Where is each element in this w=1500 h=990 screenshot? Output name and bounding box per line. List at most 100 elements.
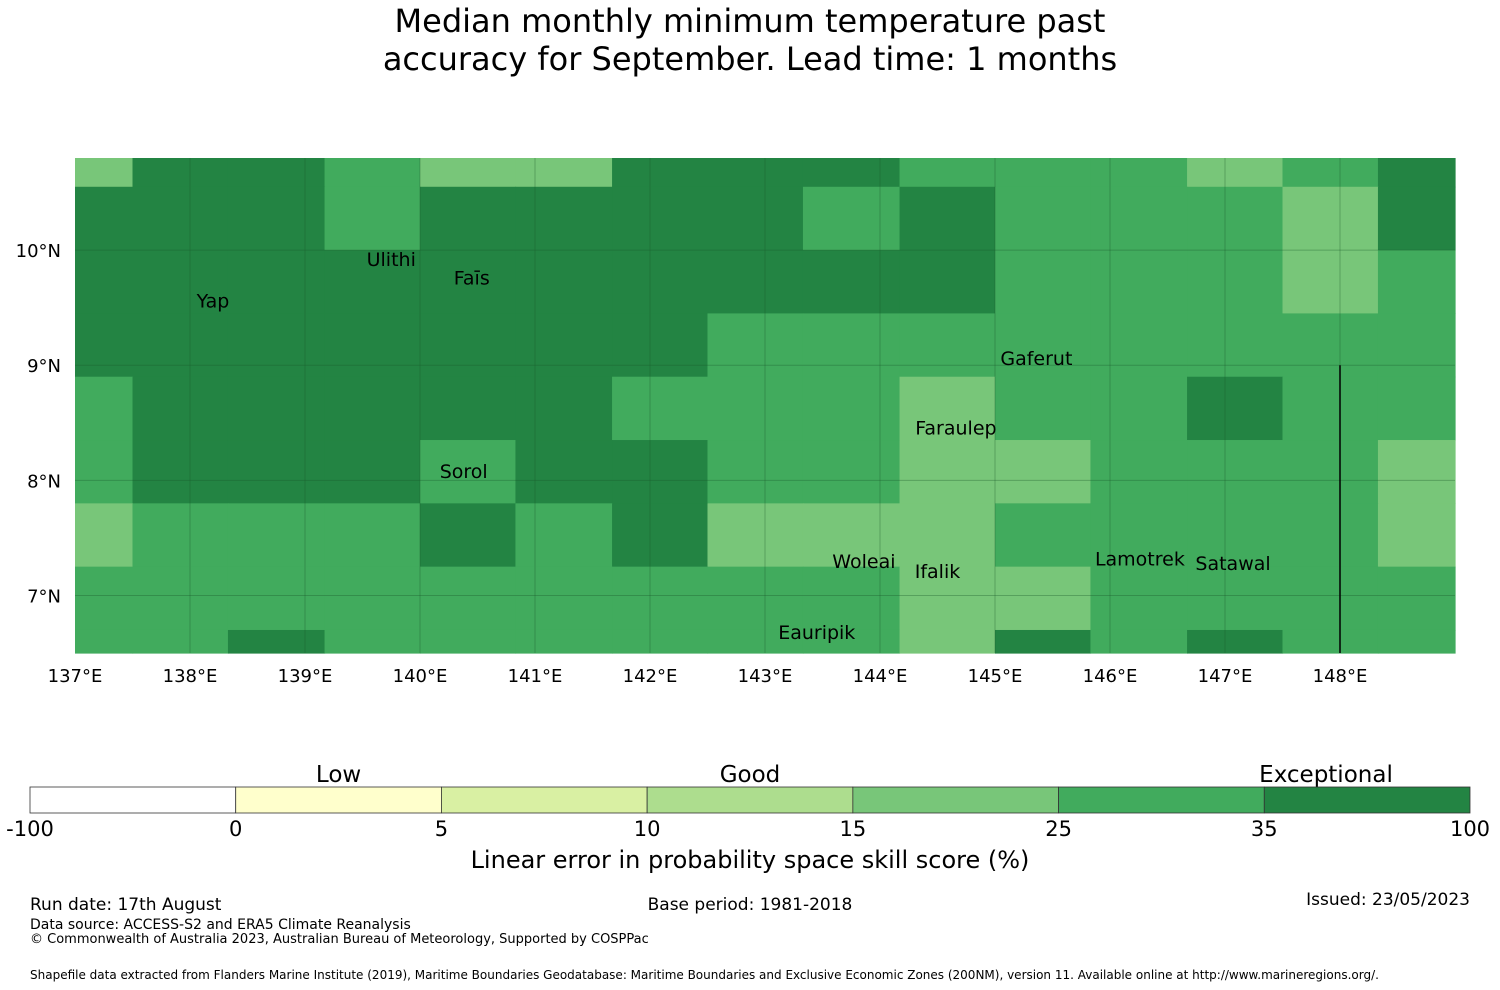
issued-date: Issued: 23/05/2023 bbox=[1306, 890, 1470, 910]
longitude-tick-label: 142°E bbox=[623, 666, 678, 687]
longitude-axis: 137°E 138°E 139°E 140°E 141°E 142°E 143°E 144°E… bbox=[48, 666, 1368, 687]
map-cell bbox=[515, 566, 613, 631]
map-cell bbox=[802, 503, 901, 568]
map-cell bbox=[612, 158, 709, 188]
map-cell bbox=[1090, 250, 1188, 314]
map-cell bbox=[995, 186, 1092, 251]
longitude-tick-label: 145°E bbox=[968, 666, 1023, 687]
map-cell bbox=[612, 629, 709, 654]
map-cell bbox=[707, 313, 804, 378]
map-cell bbox=[1282, 158, 1379, 188]
map-cell bbox=[227, 566, 326, 631]
colorbar-bin bbox=[1058, 786, 1265, 814]
map-cell bbox=[420, 186, 517, 251]
data-source: Data source: ACCESS-S2 and ERA5 Climate … bbox=[30, 917, 411, 933]
longitude-tick-label: 148°E bbox=[1313, 666, 1368, 687]
map-cell bbox=[1377, 629, 1456, 654]
map-cell bbox=[324, 313, 421, 378]
place-labels: Ulithi Faīs Yap Gaferut Faraulep Sorol Woleai I… bbox=[196, 249, 1271, 644]
map-cell bbox=[1187, 313, 1284, 378]
colorbar-tick-label: 100 bbox=[1450, 817, 1490, 841]
map-cell bbox=[1090, 313, 1188, 378]
longitude-tick-label: 144°E bbox=[853, 666, 908, 687]
longitude-tick-label: 140°E bbox=[393, 666, 448, 687]
colorbar-tick-label: 15 bbox=[839, 817, 866, 841]
map-cell bbox=[1090, 566, 1188, 631]
map-cell bbox=[1187, 186, 1284, 251]
map-cell bbox=[75, 313, 134, 378]
map-cell bbox=[802, 629, 901, 654]
map-cell bbox=[1187, 250, 1284, 314]
latitude-tick-label: 10°N bbox=[16, 241, 61, 262]
map-cell bbox=[612, 250, 709, 314]
longitude-tick-label: 141°E bbox=[508, 666, 563, 687]
map-cell bbox=[420, 440, 517, 504]
colorbar-tick-label: 35 bbox=[1251, 817, 1278, 841]
place-label: Lamotrek bbox=[1095, 549, 1185, 571]
colorbar-ticks: -100 0 5 10 15 25 35 100 bbox=[6, 817, 1490, 841]
map-cell bbox=[132, 629, 229, 654]
map-cell bbox=[227, 313, 326, 378]
map-gridlines bbox=[75, 158, 1455, 653]
colorbar-label: Linear error in probability space skill … bbox=[471, 846, 1030, 874]
map-cell bbox=[1282, 376, 1379, 441]
map-cell bbox=[899, 186, 996, 251]
map-cell bbox=[132, 250, 229, 314]
colorbar-bin bbox=[1263, 786, 1471, 814]
colorbar-category-label: Low bbox=[316, 762, 361, 788]
colorbar-tick-label: 10 bbox=[634, 817, 661, 841]
map-cell bbox=[802, 566, 901, 631]
map-cell bbox=[707, 566, 804, 631]
map-cell bbox=[324, 503, 421, 568]
map-cell bbox=[1282, 503, 1379, 568]
map-cell bbox=[515, 440, 613, 504]
place-label: Gaferut bbox=[1000, 348, 1072, 370]
colorbar-bin bbox=[235, 786, 442, 814]
map-cell bbox=[1377, 503, 1456, 568]
map-cell bbox=[324, 376, 421, 441]
map-cell bbox=[420, 629, 517, 654]
map-cell bbox=[802, 250, 901, 314]
map-cell bbox=[899, 250, 996, 314]
map-cell bbox=[515, 250, 613, 314]
map-cell bbox=[227, 186, 326, 251]
map-cell bbox=[1187, 503, 1284, 568]
map-cell bbox=[995, 313, 1092, 378]
map-cell bbox=[1282, 250, 1379, 314]
colorbar-bin bbox=[29, 786, 237, 814]
latitude-tick-label: 7°N bbox=[27, 586, 61, 607]
map-cell bbox=[612, 566, 709, 631]
colorbar-category-label: Good bbox=[720, 762, 781, 788]
colorbar-tick-label: 25 bbox=[1045, 817, 1072, 841]
map-cell bbox=[1090, 158, 1188, 188]
place-label: Ulithi bbox=[367, 249, 416, 271]
map-cell bbox=[420, 503, 517, 568]
chart-title: Median monthly minimum temperature past … bbox=[0, 2, 1500, 78]
longitude-tick-label: 146°E bbox=[1083, 666, 1138, 687]
colorbar-legend: Low Good Exceptional -100 0 5 10 15 25 35 100 Lin… bbox=[6, 762, 1490, 874]
map-cell bbox=[1377, 250, 1456, 314]
map-cell bbox=[75, 186, 134, 251]
map-cell bbox=[1187, 158, 1284, 188]
colorbar-bin bbox=[852, 786, 1059, 814]
longitude-tick-label: 147°E bbox=[1198, 666, 1253, 687]
map-cell bbox=[899, 629, 996, 654]
map-cell bbox=[132, 313, 229, 378]
map-cell bbox=[899, 376, 996, 441]
colorbar-category-label: Exceptional bbox=[1259, 762, 1393, 788]
map-cell bbox=[995, 629, 1092, 654]
map-cell bbox=[707, 158, 804, 188]
map-cell bbox=[75, 503, 134, 568]
map-cell bbox=[132, 158, 229, 188]
map-cell bbox=[1282, 566, 1379, 631]
map-cell bbox=[75, 250, 134, 314]
map-cell bbox=[324, 158, 421, 188]
colorbar-categories: Low Good Exceptional bbox=[316, 762, 1393, 788]
map-cell bbox=[899, 313, 996, 378]
base-period: Base period: 1981-2018 bbox=[647, 895, 853, 915]
map-cell bbox=[1377, 376, 1456, 441]
map-cell bbox=[1187, 629, 1284, 654]
map-cell bbox=[707, 376, 804, 441]
map-cell bbox=[324, 440, 421, 504]
map-cell bbox=[324, 250, 421, 314]
